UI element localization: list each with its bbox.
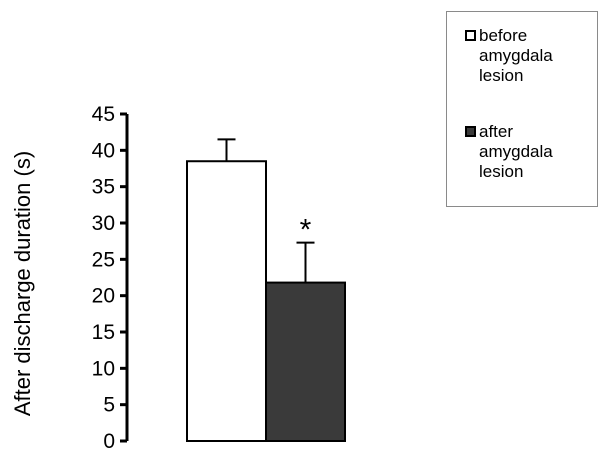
annotations: * — [300, 214, 312, 247]
legend-swatch-after — [465, 126, 476, 137]
y-tick-label: 20 — [92, 285, 115, 308]
legend: before amygdala lesion after amygdala le… — [446, 11, 598, 207]
y-tick-label: 40 — [92, 139, 115, 162]
legend-entry-before: before amygdala lesion — [465, 26, 587, 86]
legend-label-before: before amygdala lesion — [479, 26, 553, 85]
legend-entry-after: after amygdala lesion — [465, 122, 587, 182]
legend-swatch-before — [465, 30, 476, 41]
significance-asterisk: * — [300, 214, 312, 247]
y-tick-label: 10 — [92, 357, 115, 380]
y-tick-label: 35 — [92, 176, 115, 199]
y-axis-label: After discharge duration (s) — [10, 151, 35, 416]
bar — [186, 160, 267, 442]
y-tick-label: 0 — [103, 430, 115, 453]
y-tick-label: 25 — [92, 248, 115, 271]
legend-label-after: after amygdala lesion — [479, 122, 553, 181]
bar — [265, 281, 346, 442]
y-tick-label: 30 — [92, 212, 115, 235]
y-axis-ticks: 0 5 10 15 20 25 30 35 40 45 — [92, 103, 127, 453]
y-tick-label: 15 — [92, 321, 115, 344]
bars — [186, 160, 346, 442]
error-bars — [217, 138, 315, 283]
y-tick-label: 45 — [92, 103, 115, 126]
y-tick-label: 5 — [103, 394, 115, 417]
